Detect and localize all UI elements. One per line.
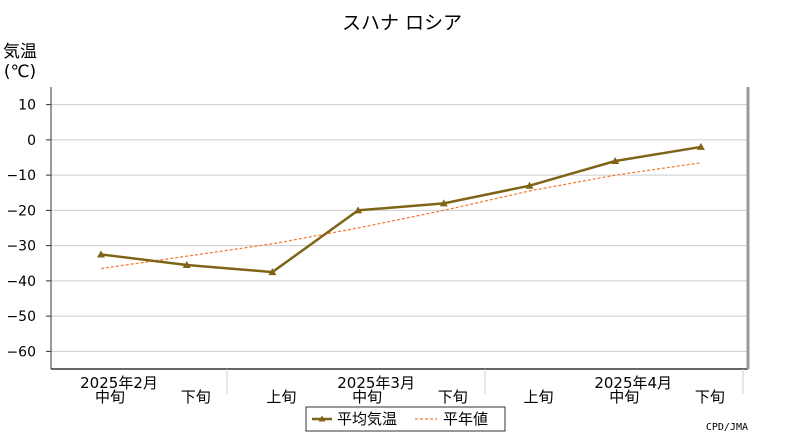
series-line-normal [100, 162, 701, 270]
month-label: 2025年2月 [80, 374, 158, 392]
y-tick-label: 0 [27, 133, 36, 149]
y-tick-label: −50 [6, 309, 36, 325]
legend-marker-mean [318, 415, 326, 422]
plot-frame [50, 87, 750, 394]
data-point-marker [611, 157, 620, 165]
legend-box [305, 406, 506, 432]
legend-label-normal: 平年値 [443, 410, 488, 428]
y-tick-label: 10 [18, 98, 36, 114]
y-tick-labels: 10 0 −10 −20 −30 −40 −50 −60 [6, 98, 36, 361]
x-period-label: 中旬 [609, 388, 639, 406]
y-tick-label: −40 [6, 274, 36, 290]
y-tick-label: −60 [6, 344, 36, 360]
y-tick-label: −30 [6, 239, 36, 255]
series-line-mean [100, 145, 702, 274]
legend-label-mean: 平均気温 [337, 410, 397, 428]
y-tick-label: −20 [6, 203, 36, 219]
data-point-marker [268, 268, 277, 276]
series-layer [97, 142, 705, 276]
chart-title: スハナ ロシア [342, 12, 462, 34]
data-point-marker [696, 142, 705, 150]
y-axis-label-line1: 気温 [3, 42, 37, 62]
x-period-label: 上旬 [266, 388, 296, 406]
x-period-label: 中旬 [352, 388, 382, 406]
legend: 平均気温 平年値 [305, 406, 506, 432]
month-labels: 2025年2月 2025年3月 2025年4月 [80, 374, 672, 392]
credit-label: CPD/JMA [706, 422, 748, 433]
x-period-label: 下旬 [695, 388, 725, 406]
x-period-label: 中旬 [95, 388, 125, 406]
y-axis-label-line2: (℃) [4, 62, 36, 82]
y-tick-label: −10 [6, 168, 36, 184]
grid-lines [46, 104, 748, 352]
month-label: 2025年4月 [594, 374, 672, 392]
data-point-marker [439, 199, 448, 207]
data-point-marker [182, 261, 191, 269]
month-label: 2025年3月 [337, 374, 415, 392]
data-point-marker [525, 181, 534, 189]
x-period-label: 下旬 [438, 388, 468, 406]
data-point-marker [354, 206, 363, 214]
x-period-label: 下旬 [181, 388, 211, 406]
x-period-label: 上旬 [523, 388, 553, 406]
data-point-marker [97, 250, 105, 258]
x-period-labels: 中旬 下旬 上旬 中旬 下旬 上旬 中旬 下旬 [95, 388, 725, 406]
